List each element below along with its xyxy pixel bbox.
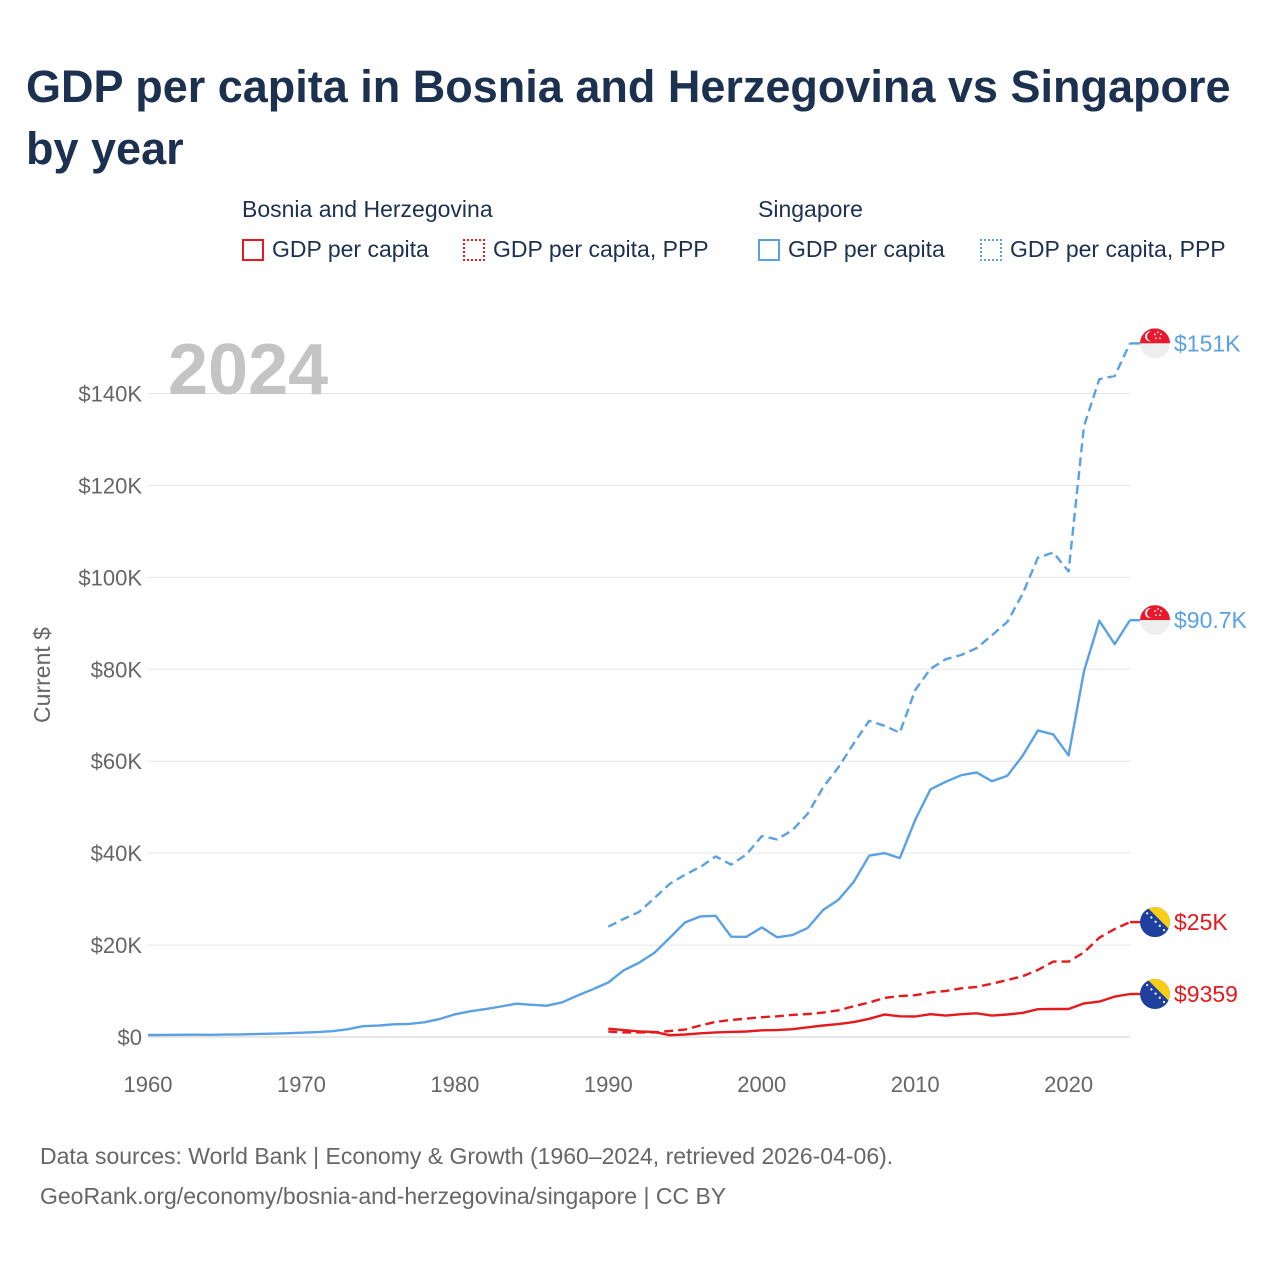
series-group — [147, 342, 1143, 1037]
y-tick-label: $60K — [91, 749, 143, 774]
singapore-flag-icon — [1140, 605, 1170, 636]
y-tick-label: $0 — [118, 1025, 142, 1050]
y-axis-title: Current $ — [29, 627, 55, 723]
y-tick-label: $140K — [78, 381, 142, 406]
x-tick-label: 2010 — [891, 1072, 940, 1097]
end-label: $25K — [1174, 909, 1228, 935]
series-line-0 — [147, 619, 1132, 1037]
x-tick-label: 1990 — [584, 1072, 633, 1097]
x-axis: 1960 1970 1980 1990 2000 2010 2020 — [124, 1072, 1094, 1097]
end-label: $90.7K — [1174, 607, 1248, 633]
footer: Data sources: World Bank | Economy & Gro… — [40, 1136, 893, 1216]
y-axis: $0 $20K $40K $60K $80K $100K $120K $140K — [78, 381, 142, 1050]
footer-url: GeoRank.org/economy/bosnia-and-herzegovi… — [40, 1183, 727, 1209]
y-tick-label: $40K — [91, 841, 143, 866]
y-tick-label: $120K — [78, 473, 142, 498]
x-tick-label: 1970 — [277, 1072, 326, 1097]
y-tick-label: $80K — [91, 657, 143, 682]
y-tick-label: $100K — [78, 565, 142, 590]
footer-sources: Data sources: World Bank | Economy & Gro… — [40, 1143, 894, 1169]
grid — [148, 392, 1130, 1038]
end-label: $151K — [1174, 330, 1241, 356]
x-tick-label: 1960 — [124, 1072, 173, 1097]
series-line-2 — [608, 992, 1131, 1037]
singapore-flag-icon — [1140, 328, 1170, 359]
series-line-3 — [608, 921, 1131, 1034]
bosnia-flag-icon — [1140, 978, 1170, 1009]
bosnia-flag-icon — [1140, 907, 1170, 938]
x-tick-label: 2020 — [1044, 1072, 1093, 1097]
line-chart: 2024 $0 $20K $40K $60K $80K $100K $120K $140K 1… — [29, 328, 1248, 1097]
x-tick-label: 2000 — [737, 1072, 786, 1097]
end-labels: $151K $90.7K $25K $9359 — [1140, 328, 1248, 1009]
series-line-1 — [607, 342, 1132, 928]
y-tick-label: $20K — [91, 933, 143, 958]
end-label: $9359 — [1174, 981, 1238, 1007]
chart-title: GDP per capita in Bosnia and Herzegovina… — [26, 61, 1231, 174]
year-label: 2024 — [168, 330, 328, 410]
x-tick-label: 1980 — [430, 1072, 479, 1097]
